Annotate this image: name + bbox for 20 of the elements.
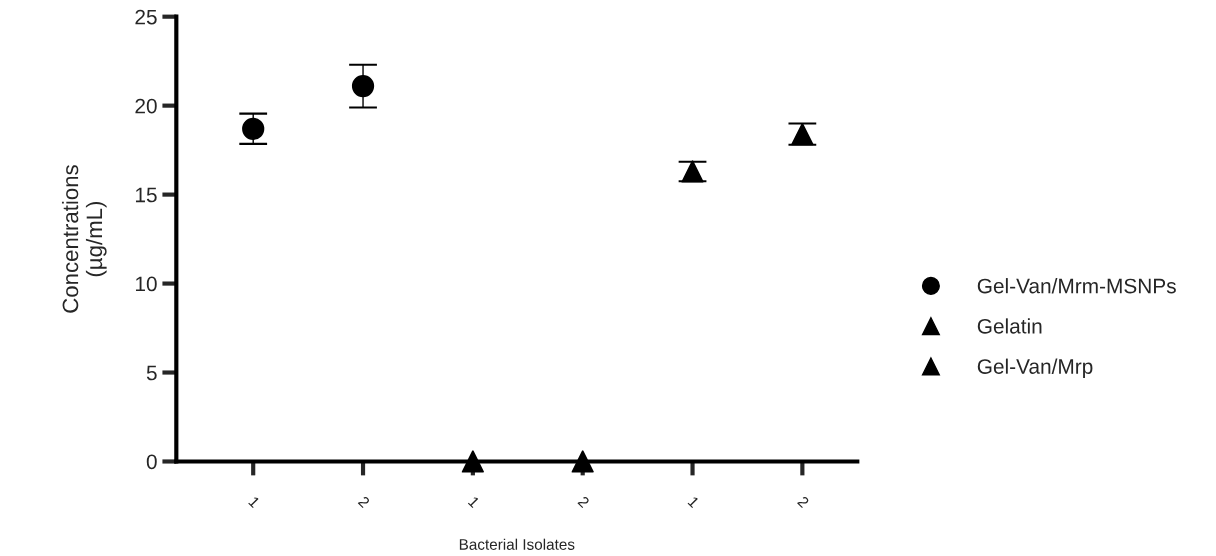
x-tick-label: 1 xyxy=(248,496,261,509)
y-tick-label: 0 xyxy=(146,454,157,470)
x-tick-label: 1 xyxy=(687,496,700,509)
y-tick-label: 5 xyxy=(146,365,157,381)
x-tick-label: 2 xyxy=(797,495,810,509)
y-tick-label: 25 xyxy=(135,9,157,25)
y-axis-title: Concentrations (µg/mL) xyxy=(61,165,107,313)
legend-label: Gelatin xyxy=(977,318,1042,334)
legend-label: Gel-Van/Mrm-MSNPs xyxy=(977,278,1176,294)
point xyxy=(351,74,375,98)
point xyxy=(461,450,484,473)
x-tick-label: 2 xyxy=(357,495,371,509)
y-tick-label: 15 xyxy=(135,187,157,203)
legend-label: Gel-Van/Mrp xyxy=(977,358,1093,378)
x-tick-label: 1 xyxy=(467,496,480,509)
x-tick-label: 2 xyxy=(577,495,590,509)
y-tick-label: 10 xyxy=(135,276,157,292)
x-axis-title: Bacterial Isolates xyxy=(459,538,575,550)
y-tick-label: 20 xyxy=(135,98,157,114)
point xyxy=(571,450,594,473)
